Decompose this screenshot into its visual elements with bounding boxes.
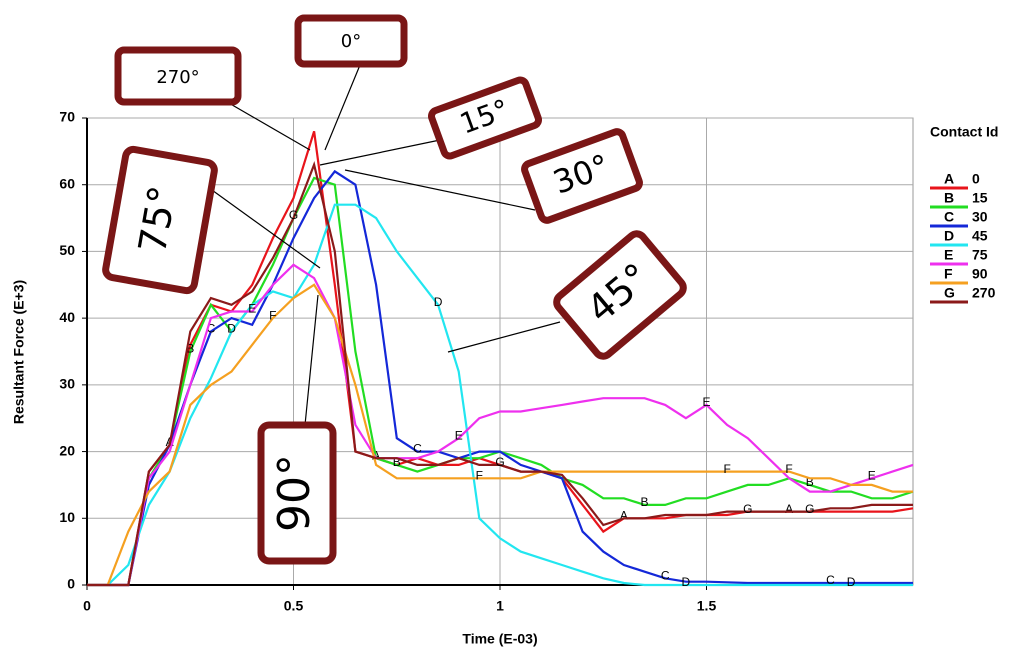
series-marker-letter: E (455, 428, 463, 442)
series-marker-letter: D (847, 575, 856, 589)
y-tick-label: 60 (59, 175, 75, 191)
leader-line (205, 185, 320, 268)
annotations: 0° 270° 15° 30° 75° 45° 90° (104, 18, 686, 561)
legend-label: 30 (972, 209, 988, 225)
series-marker-letter: F (723, 462, 730, 476)
y-tick-label: 0 (67, 576, 75, 592)
legend-letter: C (944, 209, 954, 225)
legend-label: 90 (972, 266, 988, 282)
legend-letter: F (944, 266, 953, 282)
legend-letter: E (944, 247, 953, 263)
legend-letter: A (944, 171, 954, 187)
chart: Time (E-03) Resultant Force (E+3) Contac… (0, 0, 1030, 653)
series-marker-letter: C (661, 569, 670, 583)
series-marker-letter: F (269, 308, 276, 322)
leader-line (320, 140, 440, 165)
series-marker-letter: C (413, 442, 422, 456)
series-marker-letter: E (248, 302, 256, 316)
series-marker-letter: G (495, 455, 504, 469)
legend-label: 270 (972, 285, 996, 301)
x-tick-label: 0.5 (284, 598, 304, 614)
y-tick-label: 10 (59, 509, 75, 525)
y-tick-label: 40 (59, 309, 75, 325)
series-marker-letter: E (702, 395, 710, 409)
y-axis-label: Resultant Force (E+3) (11, 280, 27, 424)
leader-line (325, 65, 360, 150)
leader-line (345, 170, 535, 210)
leader-line (448, 322, 560, 352)
series-marker-letter: A (785, 502, 793, 516)
x-axis-label: Time (E-03) (462, 631, 537, 647)
callout-label: 90° (269, 454, 320, 532)
series-marker-letter: G (289, 208, 298, 222)
y-tick-label: 70 (59, 109, 75, 125)
series-marker-letter: G (805, 502, 814, 516)
y-tick-label: 30 (59, 376, 75, 392)
series-marker-letter: G (743, 502, 752, 516)
x-tick-label: 1.5 (697, 598, 717, 614)
series-marker-letter: F (785, 462, 792, 476)
legend-label: 45 (972, 228, 988, 244)
y-tick-label: 20 (59, 442, 75, 458)
y-tick-label: 50 (59, 242, 75, 258)
legend-label: 75 (972, 247, 988, 263)
legend-letter: B (944, 190, 954, 206)
legend-letter: D (944, 228, 954, 244)
x-tick-label: 0 (83, 598, 91, 614)
x-tick-label: 1 (496, 598, 504, 614)
callout-label: 0° (341, 31, 361, 52)
leader-line (305, 295, 318, 425)
legend-letter: G (944, 285, 955, 301)
series-marker-letter: B (641, 495, 649, 509)
legend-label: 0 (972, 171, 980, 187)
series-marker-letter: D (227, 322, 236, 336)
series-marker-letter: F (476, 468, 483, 482)
legend-title: Contact Id (930, 124, 998, 140)
legend-label: 15 (972, 190, 988, 206)
series-marker-letter: D (434, 295, 443, 309)
callout-label: 270° (156, 67, 199, 88)
series-marker-letter: E (868, 468, 876, 482)
series-marker-letter: D (682, 575, 691, 589)
